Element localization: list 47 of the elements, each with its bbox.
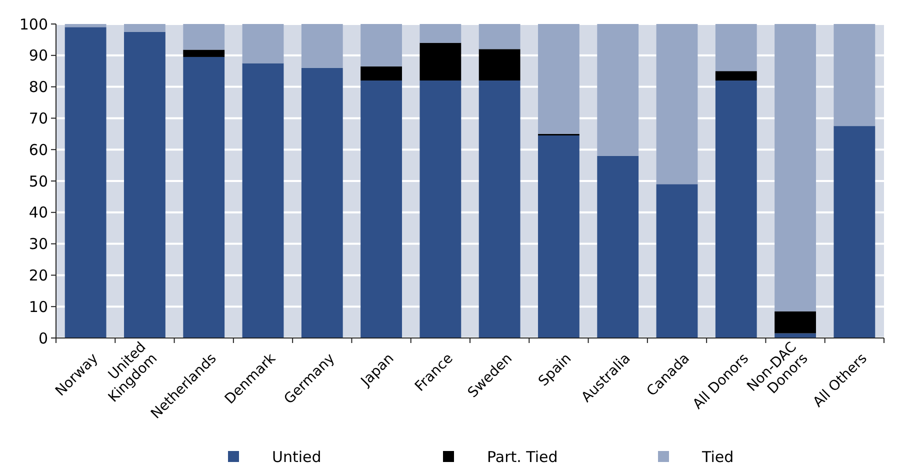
bar [301, 68, 343, 338]
bar [774, 24, 816, 312]
bar [656, 24, 698, 184]
bar [597, 24, 639, 156]
bar [478, 24, 520, 50]
y-tick-label: 20 [28, 266, 48, 284]
bar [360, 24, 402, 66]
bar [360, 80, 402, 338]
y-tick-label: 70 [28, 109, 48, 128]
bar [360, 66, 402, 81]
legend-label: Part. Tied [487, 448, 558, 466]
y-tick-label: 80 [28, 78, 48, 96]
bar [64, 27, 106, 338]
bar [478, 80, 520, 338]
y-tick-label: 30 [28, 235, 48, 254]
y-tick-label: 60 [28, 140, 48, 159]
bar [183, 56, 225, 338]
bar [538, 135, 580, 338]
legend-label: Tied [701, 448, 734, 466]
bar [183, 24, 225, 50]
bar [656, 184, 698, 338]
bar [715, 71, 757, 81]
bar [715, 80, 757, 338]
bar [301, 24, 343, 68]
y-tick-label: 0 [38, 329, 48, 348]
y-tick-label: 50 [28, 172, 48, 190]
y-tick-label: 40 [28, 204, 48, 222]
bar [64, 24, 106, 28]
bar [478, 49, 520, 81]
bar [420, 80, 462, 338]
bar [124, 24, 166, 32]
y-tick-label: 10 [28, 298, 48, 316]
bar [834, 126, 876, 338]
bar [124, 32, 166, 338]
bar [597, 156, 639, 338]
bar [774, 311, 816, 334]
y-tick-label: 100 [19, 15, 48, 34]
bar [242, 24, 284, 64]
bar [420, 24, 462, 43]
bar [715, 24, 757, 72]
bar [183, 50, 225, 57]
bar [242, 63, 284, 338]
bar [834, 24, 876, 126]
y-tick-label: 90 [28, 46, 48, 65]
bar [420, 42, 462, 81]
bar [538, 24, 580, 134]
legend-label: Untied [272, 448, 322, 466]
